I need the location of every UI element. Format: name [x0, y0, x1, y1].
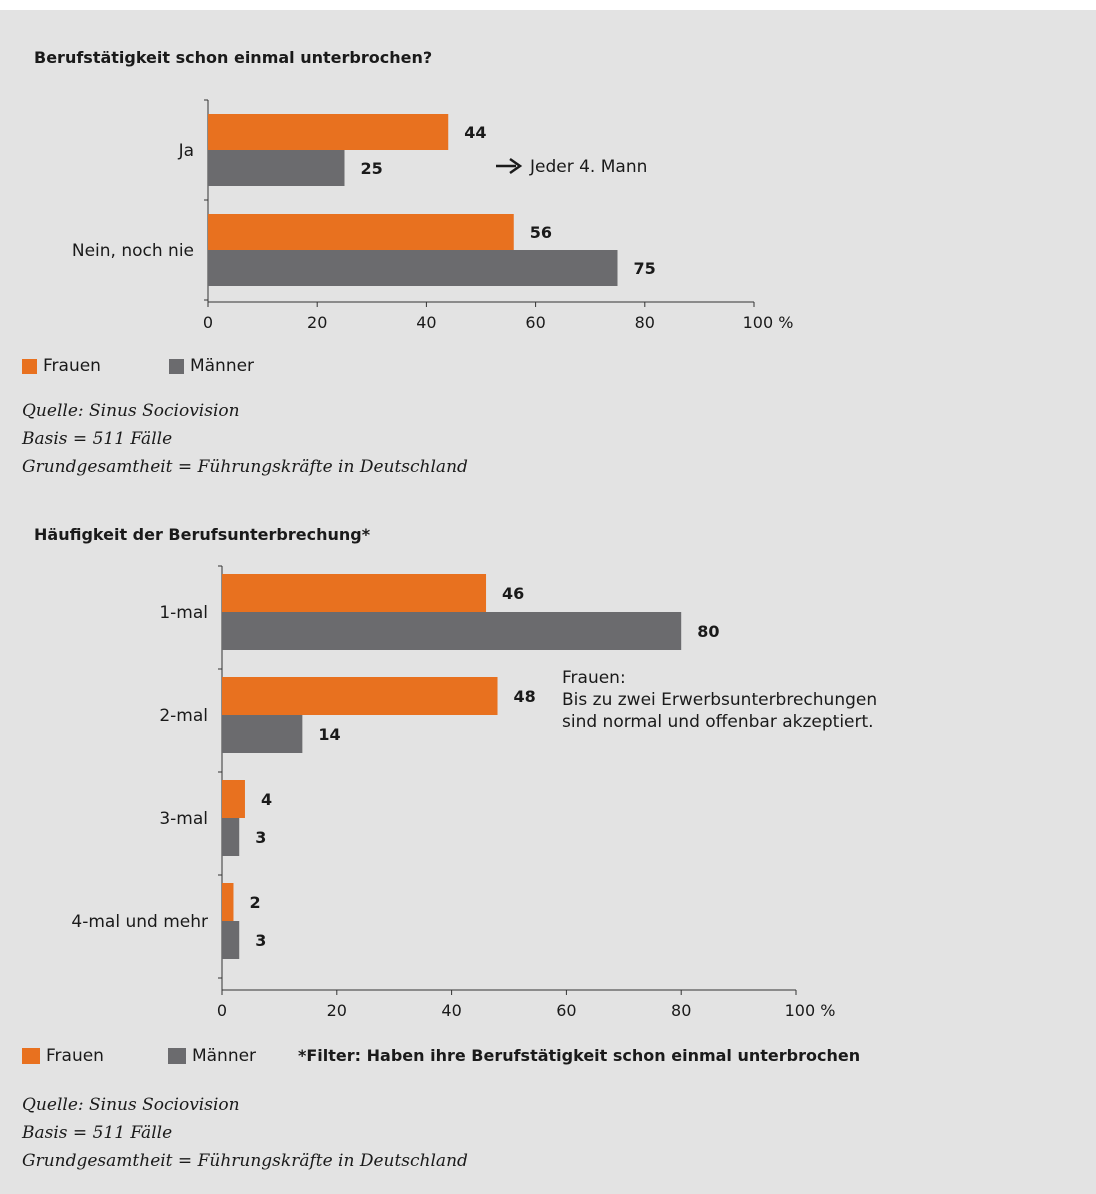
- category-label: Nein, noch nie: [72, 241, 194, 261]
- legend-label-frauen: Frauen: [43, 356, 101, 376]
- source-line: Quelle: Sinus Sociovision: [22, 1095, 240, 1115]
- data-label: 25: [361, 159, 383, 178]
- data-label: 75: [634, 259, 656, 278]
- source-line: Grundgesamtheit = Führungskräfte in Deut…: [22, 457, 468, 477]
- x-tick-label: 60: [525, 313, 545, 332]
- x-tick-label: 0: [217, 1001, 227, 1020]
- chart1-legend: Frauen Männer: [22, 356, 254, 376]
- data-label: 4: [261, 790, 272, 809]
- chart1-title: Berufstätigkeit schon einmal unterbroche…: [34, 48, 433, 67]
- chart2-title: Häufigkeit der Berufsunterbrechung*: [34, 525, 371, 544]
- legend-swatch-frauen: [22, 1048, 40, 1064]
- bar-maenner: [222, 612, 682, 650]
- bar-frauen: [208, 114, 449, 150]
- chart2-legend: Frauen Männer: [22, 1046, 256, 1066]
- x-tick-label: 100 %: [785, 1001, 836, 1020]
- annotation-text: Jeder 4. Mann: [529, 157, 647, 177]
- legend-swatch-maenner: [168, 358, 184, 374]
- data-label: 14: [318, 725, 340, 744]
- chart1-plot: 0 20 40 60 80 100 % Ja 44 25 Nein, noch nie 56 75 Je…: [72, 99, 794, 332]
- chart2-plot: 0 20 40 60 80 100 % 1-mal 46 80 2-mal 48 14 3-mal 4 3 4…: [71, 565, 877, 1020]
- category-label: 3-mal: [159, 809, 208, 829]
- legend-swatch-frauen: [22, 358, 37, 374]
- legend-label-frauen: Frauen: [46, 1046, 104, 1066]
- data-label: 3: [255, 931, 266, 950]
- data-label: 3: [255, 828, 266, 847]
- chart-panel: [0, 10, 1096, 1194]
- bar-frauen: [208, 214, 514, 250]
- x-tick-label: 0: [203, 313, 213, 332]
- legend-swatch-maenner: [167, 1048, 186, 1064]
- data-label: 46: [502, 584, 524, 603]
- category-label: 1-mal: [159, 603, 208, 623]
- chart1-source: Quelle: Sinus Sociovision Basis = 511 Fä…: [22, 397, 468, 481]
- x-tick-label: 80: [671, 1001, 691, 1020]
- bar-maenner: [208, 150, 345, 186]
- data-label: 44: [464, 123, 486, 142]
- source-line: Grundgesamtheit = Führungskräfte in Deut…: [22, 1151, 468, 1171]
- x-tick-label: 80: [635, 313, 655, 332]
- x-tick-label: 20: [307, 313, 327, 332]
- x-tick-label: 20: [327, 1001, 347, 1020]
- x-tick-label: 40: [416, 313, 436, 332]
- arrow-head-icon: [509, 157, 523, 175]
- annotation-text: sind normal und offenbar akzeptiert.: [562, 712, 874, 732]
- category-label: Ja: [178, 141, 194, 161]
- annotation-text: Frauen:: [562, 668, 626, 688]
- legend-item-frauen: Frauen: [22, 1046, 104, 1066]
- data-label: 56: [530, 223, 552, 242]
- legend-label-maenner: Männer: [191, 1046, 257, 1066]
- legend-label-maenner: Männer: [189, 356, 255, 376]
- annotation-text: Bis zu zwei Erwerbsunterbrechungen: [562, 690, 877, 710]
- source-line: Quelle: Sinus Sociovision: [22, 401, 240, 421]
- bar-maenner: [222, 921, 240, 959]
- category-label: 4-mal und mehr: [71, 912, 208, 932]
- bar-frauen: [222, 677, 498, 715]
- legend-item-maenner: Männer: [168, 356, 255, 376]
- chart2-source: Quelle: Sinus Sociovision Basis = 511 Fä…: [22, 1091, 468, 1175]
- bar-maenner: [208, 250, 618, 286]
- source-line: Basis = 511 Fälle: [22, 429, 173, 449]
- legend-item-maenner: Männer: [167, 1046, 257, 1066]
- x-tick-label: 60: [556, 1001, 576, 1020]
- data-label: 80: [697, 622, 719, 641]
- bar-frauen: [222, 883, 234, 921]
- category-label: 2-mal: [159, 706, 208, 726]
- bar-frauen: [222, 574, 487, 612]
- x-tick-label: 100 %: [743, 313, 794, 332]
- bar-maenner: [222, 818, 240, 856]
- source-line: Basis = 511 Fälle: [22, 1123, 173, 1143]
- bar-frauen: [222, 780, 245, 818]
- data-label: 48: [514, 687, 536, 706]
- chart2-footnote: *Filter: Haben ihre Berufstätigkeit scho…: [298, 1046, 861, 1065]
- bar-maenner: [222, 715, 303, 753]
- data-label: 2: [249, 893, 260, 912]
- legend-item-frauen: Frauen: [22, 356, 101, 376]
- x-tick-label: 40: [441, 1001, 461, 1020]
